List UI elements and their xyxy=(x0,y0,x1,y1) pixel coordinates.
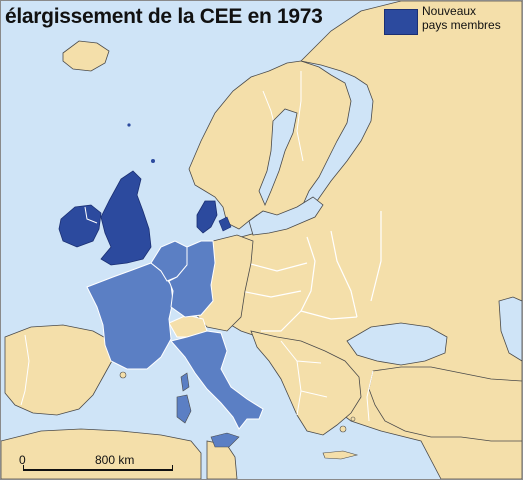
west-germany xyxy=(168,240,216,318)
sicily xyxy=(210,432,240,448)
black-sea xyxy=(346,322,448,366)
legend-swatch xyxy=(384,9,418,35)
northern-ireland-border xyxy=(84,206,98,224)
iceland xyxy=(62,40,110,72)
scale-end-label: 800 km xyxy=(95,453,135,467)
corsica xyxy=(180,372,190,392)
legend: Nouveaux pays membres xyxy=(384,3,520,39)
sardinia xyxy=(176,394,192,424)
denmark-islands xyxy=(218,216,232,232)
ireland xyxy=(58,204,102,248)
scale-tick-start xyxy=(23,465,24,471)
turkey-border xyxy=(366,370,374,422)
balearic-island xyxy=(119,371,127,379)
legend-label-line2: pays membres xyxy=(422,18,501,32)
eastern-borders xyxy=(240,211,382,332)
caspian-sea xyxy=(498,296,522,362)
baltic-sea xyxy=(248,196,324,236)
map-title: élargissement de la CEE en 1973 xyxy=(5,5,323,28)
orkney xyxy=(127,123,131,127)
gulf-of-bothnia xyxy=(258,108,298,207)
greek-island xyxy=(339,425,347,433)
balkan-borders xyxy=(280,340,328,416)
portugal-border xyxy=(20,334,30,406)
denmark xyxy=(196,200,218,234)
scale-tick-end xyxy=(172,465,173,471)
shetland xyxy=(151,159,155,163)
iberia xyxy=(4,324,114,416)
united-kingdom xyxy=(100,170,152,266)
greek-island xyxy=(350,416,356,422)
crete xyxy=(322,450,359,460)
legend-label: Nouveaux pays membres xyxy=(422,4,522,32)
scale-bar: 0 800 km xyxy=(19,453,179,477)
italy xyxy=(170,330,264,430)
france xyxy=(86,262,174,370)
scale-line xyxy=(23,469,173,471)
north-africa xyxy=(1,428,202,479)
turkey xyxy=(368,366,522,442)
legend-label-line1: Nouveaux xyxy=(422,4,477,18)
balkans xyxy=(250,330,362,436)
scale-start-label: 0 xyxy=(19,453,26,467)
